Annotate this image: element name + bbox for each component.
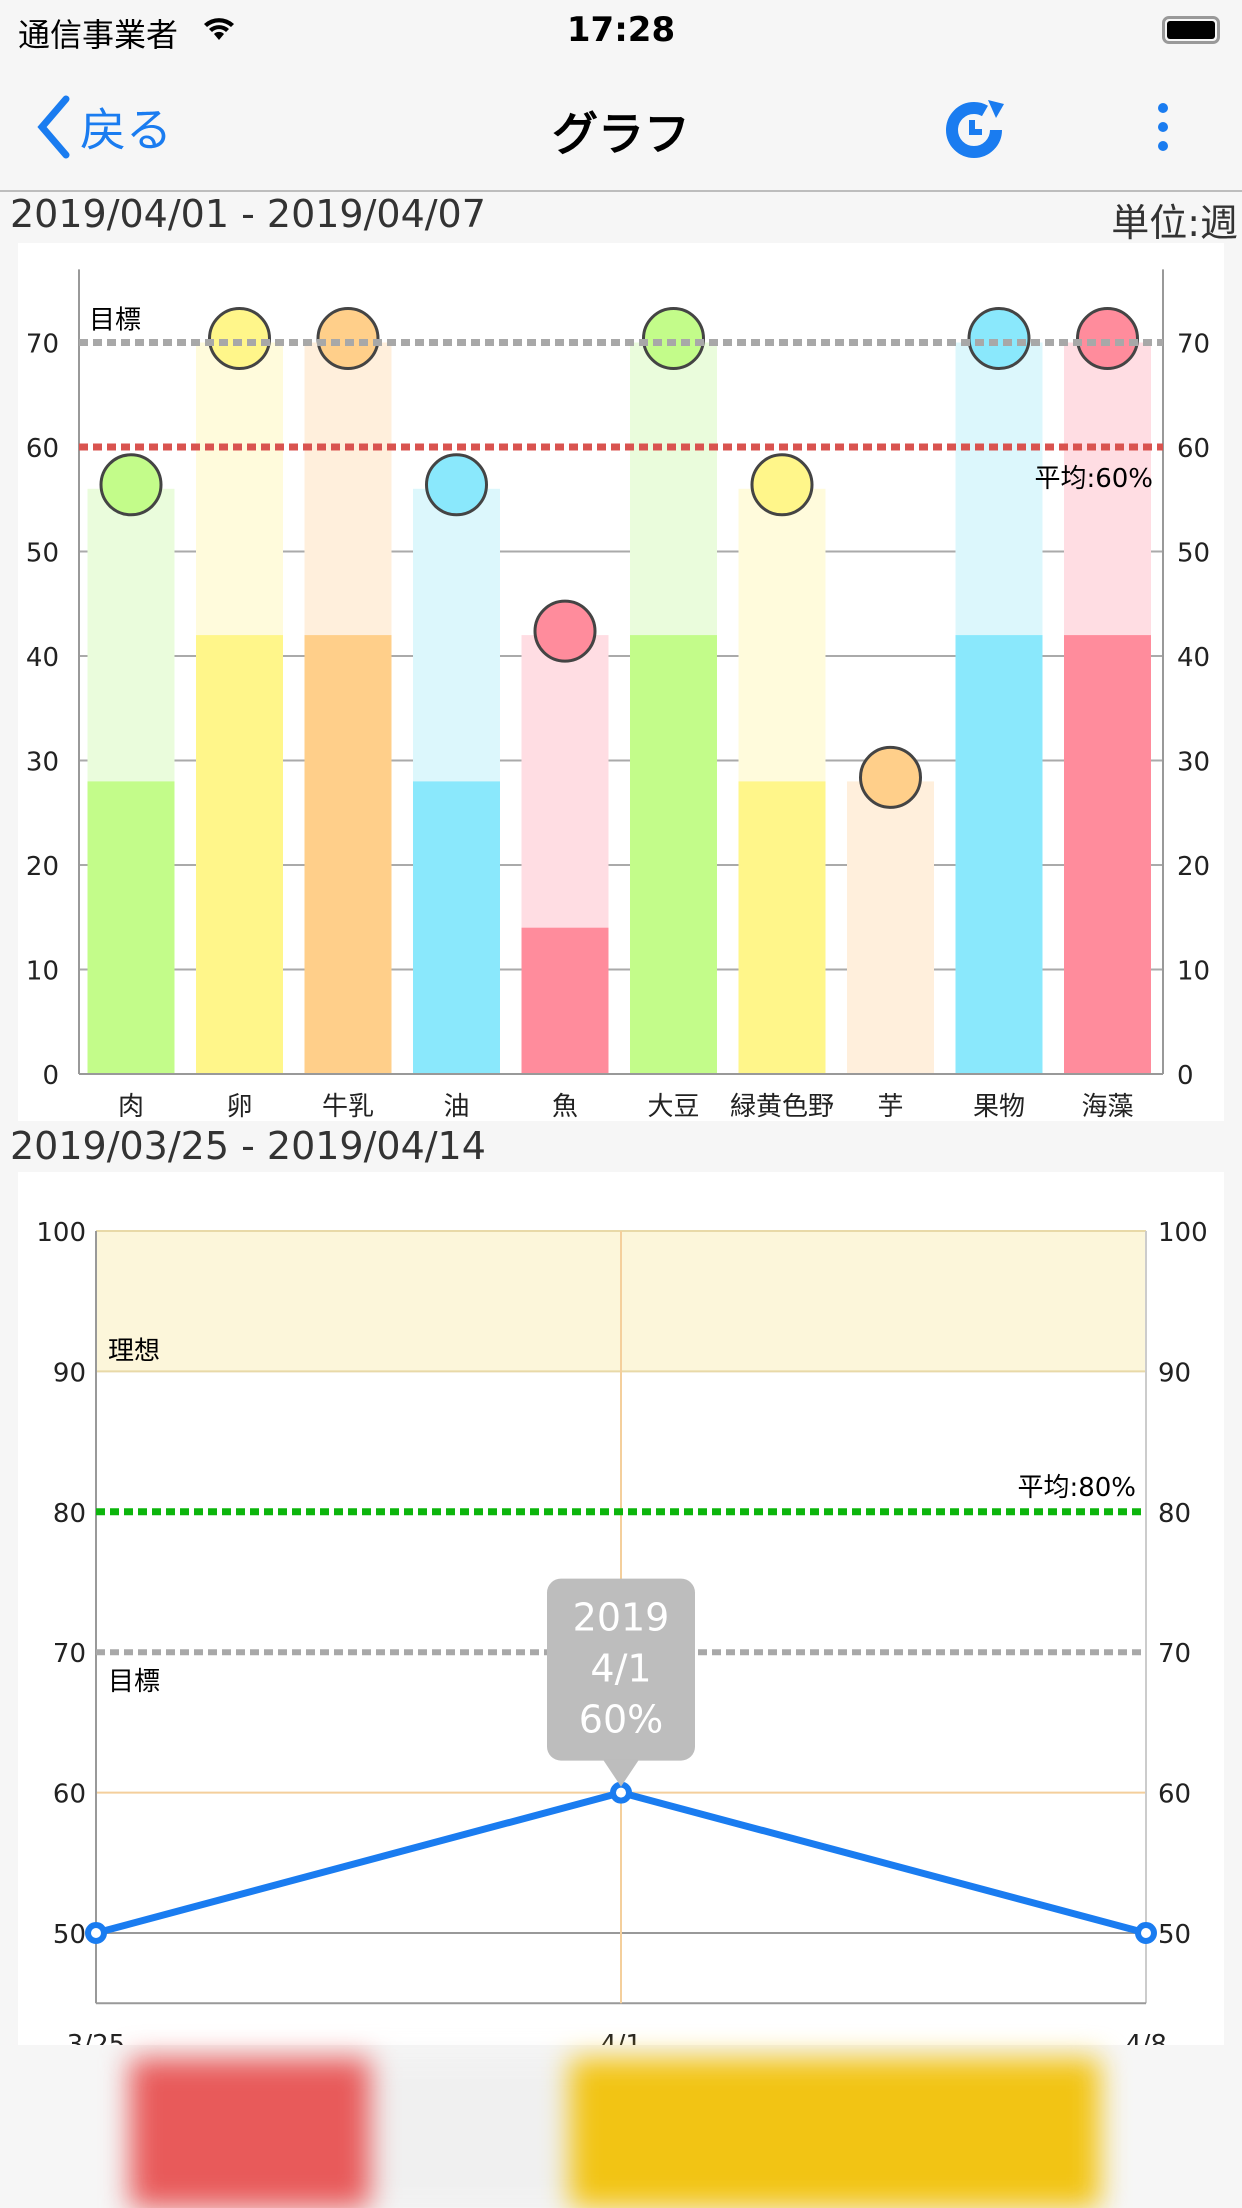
wifi-icon	[204, 18, 234, 40]
status-bar: 通信事業者 17:28	[0, 0, 1242, 62]
more-vertical-icon[interactable]	[1148, 100, 1178, 154]
y-tick-label-right: 10	[1177, 957, 1210, 987]
ad-banner[interactable]	[130, 2058, 1100, 2208]
x-category-label: 牛乳	[322, 1092, 374, 1121]
x-tick-label: 4/1	[600, 2030, 642, 2045]
x-category-label: 果物	[973, 1092, 1025, 1121]
y-tick-label-left: 50	[53, 1920, 86, 1950]
x-category-label: 肉	[118, 1092, 144, 1121]
y-tick-label-right: 60	[1158, 1780, 1191, 1810]
data-point[interactable]	[85, 1922, 107, 1944]
vegetables-icon	[750, 453, 814, 517]
bar-actual-0	[87, 781, 175, 1074]
y-tick-label-left: 30	[26, 748, 59, 778]
bar-actual-4	[521, 927, 609, 1074]
y-tick-label-left: 90	[53, 1358, 86, 1388]
seaweed-icon	[1076, 307, 1139, 370]
average-label: 平均:60%	[1034, 464, 1153, 494]
milk-icon	[316, 307, 380, 370]
y-tick-label-left: 80	[53, 1499, 86, 1529]
egg-icon	[208, 307, 271, 370]
bar-actual-3	[413, 781, 500, 1074]
carrier-label: 通信事業者	[18, 16, 179, 54]
x-category-label: 卵	[226, 1092, 252, 1121]
ideal-label: 理想	[108, 1336, 160, 1366]
x-category-label: 芋	[877, 1092, 903, 1121]
meat-icon	[99, 453, 163, 517]
bar-actual-8	[955, 635, 1043, 1074]
bar-actual-5	[630, 635, 717, 1074]
y-tick-label-right: 100	[1158, 1218, 1208, 1248]
tooltip-pointer	[603, 1759, 639, 1787]
x-category-label: 緑黄色野	[730, 1092, 834, 1121]
y-tick-label-left: 10	[26, 957, 59, 987]
y-tick-label-left: 70	[53, 1639, 86, 1669]
trend-line-chart: 理想 50 50 60 60 70 70 80 80 90 90 100 100 目標 平均:80% 3/25…	[18, 1172, 1224, 2060]
history-icon[interactable]	[944, 94, 1010, 160]
y-tick-label-right: 40	[1177, 643, 1210, 673]
y-tick-label-right: 80	[1158, 1499, 1191, 1529]
x-tick-label: 4/8	[1125, 2030, 1167, 2045]
average-label: 平均:80%	[1017, 1473, 1136, 1503]
tooltip-text: 60%	[579, 1698, 663, 1742]
unit-selector[interactable]: 単位:週	[1111, 201, 1238, 245]
battery-icon	[1162, 16, 1220, 44]
soybean-icon	[642, 307, 705, 370]
back-button[interactable]: 戻る	[36, 92, 172, 162]
y-tick-label-left: 50	[26, 539, 59, 569]
bar-actual-1	[196, 635, 283, 1074]
back-label: 戻る	[80, 103, 172, 157]
tooltip-text: 4/1	[590, 1647, 651, 1691]
potato-icon	[859, 745, 922, 809]
x-tick-label: 3/25	[67, 2030, 125, 2045]
weekly-date-range: 2019/04/01 - 2019/04/07	[10, 192, 486, 236]
clock: 17:28	[566, 10, 676, 50]
fish-icon	[533, 599, 597, 663]
y-tick-label-right: 50	[1177, 539, 1210, 569]
oil-bottle-icon	[425, 453, 488, 517]
target-label: 目標	[89, 306, 141, 336]
navigation-bar: 戻る グラフ	[0, 62, 1242, 192]
bar-actual-9	[1064, 635, 1151, 1074]
chevron-left-icon	[37, 95, 70, 159]
page-title: グラフ	[552, 107, 690, 161]
y-tick-label-right: 90	[1158, 1358, 1191, 1388]
target-label: 目標	[108, 1667, 160, 1697]
y-tick-label-left: 70	[26, 330, 59, 360]
data-point[interactable]	[610, 1781, 632, 1804]
y-tick-label-right: 0	[1177, 1061, 1194, 1091]
y-tick-label-left: 0	[42, 1061, 59, 1091]
y-tick-label-right: 20	[1177, 852, 1210, 882]
bar-actual-6	[738, 781, 826, 1074]
y-tick-label-left: 100	[36, 1218, 86, 1248]
bar-target-7	[847, 781, 934, 1074]
weekly-bar-chart: 0 0 10 10 20 20 30 30 40 40 50 50 60 60 70 70 肉 卵 牛乳 油 魚 大豆 緑黄…	[18, 243, 1224, 1122]
y-tick-label-right: 60	[1177, 434, 1210, 464]
y-tick-label-right: 30	[1177, 748, 1210, 778]
y-tick-label-right: 50	[1158, 1920, 1191, 1950]
y-tick-label-left: 60	[26, 434, 59, 464]
tooltip-text: 2019	[573, 1596, 670, 1640]
bar-actual-2	[304, 635, 392, 1074]
data-point[interactable]	[1135, 1922, 1157, 1944]
tooltip	[547, 1578, 695, 1761]
y-tick-label-left: 40	[26, 643, 59, 673]
y-tick-label-left: 20	[26, 852, 59, 882]
y-tick-label-left: 60	[53, 1780, 86, 1810]
x-category-label: 魚	[552, 1092, 578, 1121]
x-category-label: 油	[443, 1092, 469, 1121]
trend-date-range: 2019/03/25 - 2019/04/14	[10, 1124, 486, 1168]
x-category-label: 大豆	[647, 1092, 699, 1121]
y-tick-label-right: 70	[1177, 330, 1210, 360]
x-category-label: 海藻	[1081, 1092, 1133, 1121]
fruits-icon	[967, 307, 1031, 370]
y-tick-label-right: 70	[1158, 1639, 1191, 1669]
